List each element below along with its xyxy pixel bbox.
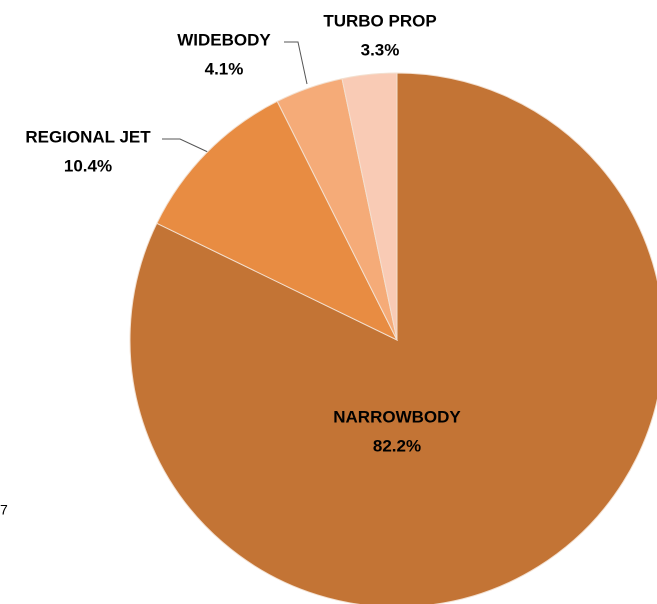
slice-value: 82.2%	[373, 436, 421, 455]
slice-value: 3.3%	[361, 40, 400, 59]
pie-slice	[341, 72, 398, 341]
slice-label: NARROWBODY	[333, 407, 461, 426]
slice-label: WIDEBODY	[177, 30, 271, 49]
slice-value: 4.1%	[205, 59, 244, 78]
pie-slice	[156, 100, 399, 342]
slice-value: 10.4%	[64, 156, 112, 175]
leader-line	[284, 41, 308, 85]
annotation: 7	[0, 502, 8, 518]
slice-label: TURBO PROP	[323, 11, 436, 30]
leader-line	[162, 138, 211, 154]
slice-label: REGIONAL JET	[25, 127, 151, 146]
